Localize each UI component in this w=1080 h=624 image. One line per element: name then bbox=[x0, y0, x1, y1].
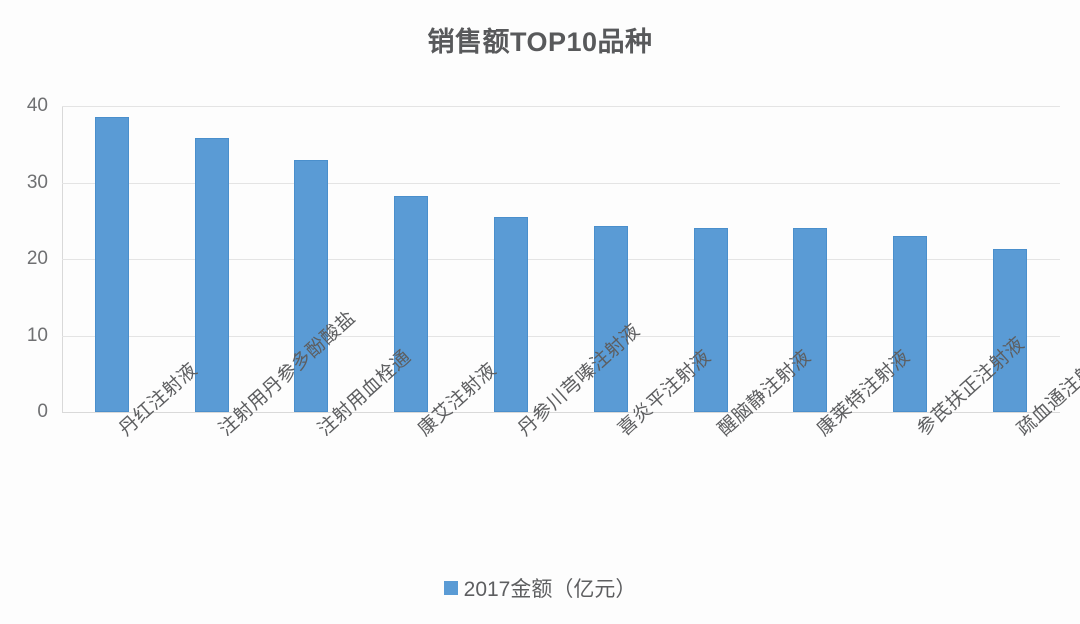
bar-slot bbox=[361, 106, 461, 412]
bar[interactable] bbox=[893, 236, 928, 412]
bar[interactable] bbox=[394, 195, 429, 412]
x-label-slot: 参芪扶正注射液 bbox=[860, 333, 1030, 573]
bar-slot bbox=[561, 106, 661, 412]
bar[interactable] bbox=[494, 216, 529, 412]
y-tick-label-40: 40 bbox=[26, 95, 48, 116]
x-label-slot: 丹红注射液 bbox=[62, 359, 202, 573]
chart-title: 销售额TOP10品种 bbox=[427, 27, 653, 57]
y-tick-label-20: 20 bbox=[26, 248, 48, 269]
x-label-slot: 丹参川芎嗪注射液 bbox=[461, 320, 644, 573]
bar-slot bbox=[761, 106, 861, 412]
y-tick-label-30: 30 bbox=[26, 171, 48, 193]
bar[interactable] bbox=[194, 138, 229, 412]
chart-legend: 2017金额（亿元） bbox=[0, 573, 1080, 603]
bar-slot bbox=[661, 106, 761, 412]
gridline-10 bbox=[62, 335, 1060, 337]
bar-slot bbox=[461, 106, 561, 412]
x-label-slot: 注射用血栓通 bbox=[262, 346, 416, 573]
x-label-slot: 醒脑静注射液 bbox=[661, 346, 815, 573]
x-label-slot: 康艾注射液 bbox=[361, 359, 502, 573]
bar[interactable] bbox=[793, 227, 828, 412]
x-axis-tick-labels: 丹红注射液 注射用丹参多酚酸盐 注射用血栓通 康艾注射液 丹参川芎嗪注射液 喜炎平注射液醒… bbox=[62, 307, 1080, 573]
bar-slot bbox=[262, 106, 362, 412]
bar-slot bbox=[62, 106, 162, 412]
gridline-40 bbox=[62, 106, 1060, 107]
bar[interactable] bbox=[993, 249, 1028, 412]
legend-swatch-2017 bbox=[443, 581, 458, 595]
x-label-slot: 疏血通注射液 bbox=[960, 346, 1080, 573]
legend-label-2017: 2017金额（亿元） bbox=[463, 578, 637, 601]
bar-slot bbox=[860, 106, 960, 412]
gridline-0 bbox=[62, 412, 1060, 413]
bar[interactable] bbox=[693, 227, 728, 412]
x-label-slot: 康莱特注射液 bbox=[761, 346, 915, 573]
bar-slot bbox=[162, 106, 262, 412]
bar[interactable] bbox=[94, 116, 129, 412]
x-label-slot: 注射用丹参多酚酸盐 bbox=[162, 307, 359, 573]
bar-slot bbox=[960, 106, 1060, 412]
gridline-20 bbox=[62, 259, 1060, 260]
bar[interactable] bbox=[294, 159, 329, 412]
gridline-30 bbox=[62, 182, 1060, 184]
bar[interactable] bbox=[593, 226, 628, 412]
plot-area bbox=[62, 106, 1060, 413]
y-tick-label-0: 0 bbox=[37, 401, 48, 422]
y-tick-label-10: 10 bbox=[26, 324, 48, 346]
x-label-slot: 喜炎平注射液 bbox=[561, 346, 715, 573]
